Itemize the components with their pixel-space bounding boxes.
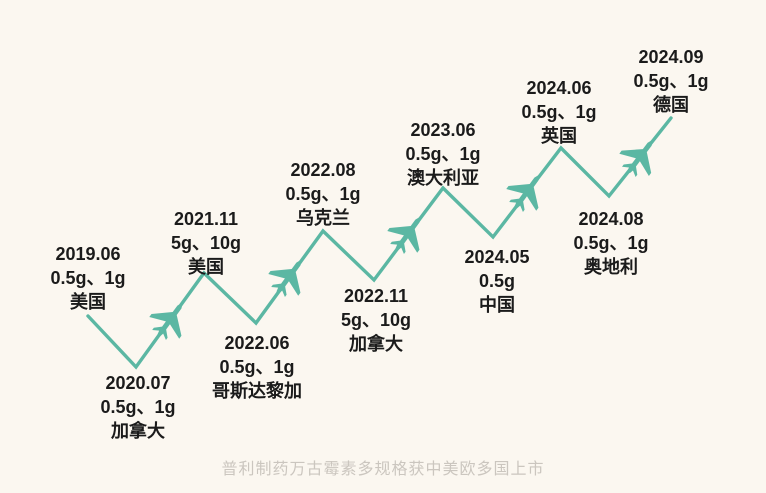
milestone-country: 美国 — [70, 292, 106, 312]
milestone-label: 2024.09 0.5g、1g 德国 — [633, 45, 708, 117]
milestone-date: 2019.06 — [55, 244, 121, 264]
milestone-country: 中国 — [478, 295, 515, 315]
milestone-label: 2024.05 0.5g 中国 — [464, 245, 529, 317]
milestone-spec: 0.5g、1g — [285, 184, 361, 204]
milestone-label: 2022.08 0.5g、1g 乌克兰 — [285, 158, 360, 230]
milestone-spec: 5g、10g — [340, 310, 412, 330]
milestone-spec: 5g、10g — [170, 233, 242, 253]
milestone-label: 2024.06 0.5g、1g 英国 — [521, 76, 596, 148]
milestone-country: 加拿大 — [349, 334, 403, 354]
milestone-date: 2021.11 — [173, 209, 239, 229]
milestone-spec: 0.5g、1g — [633, 71, 709, 91]
milestone-country: 澳大利亚 — [407, 168, 479, 188]
milestone-country: 德国 — [653, 95, 689, 115]
milestone-spec: 0.5g、1g — [573, 233, 649, 253]
milestone-date: 2024.06 — [526, 78, 592, 98]
milestone-date: 2024.05 — [464, 247, 530, 267]
milestone-date: 2024.08 — [578, 209, 644, 229]
airplane-icon — [500, 163, 555, 219]
milestone-date: 2022.06 — [224, 333, 290, 353]
milestone-country: 哥斯达黎加 — [212, 381, 302, 401]
airplane-icon — [381, 205, 436, 261]
milestone-label: 2024.08 0.5g、1g 奥地利 — [573, 207, 648, 279]
milestone-country: 奥地利 — [584, 257, 638, 277]
milestone-label: 2022.11 5g、10g 加拿大 — [341, 284, 411, 356]
milestone-label: 2020.07 0.5g、1g 加拿大 — [100, 371, 175, 443]
milestone-spec: 0.5g、1g — [219, 357, 295, 377]
milestone-date: 2024.09 — [638, 47, 704, 67]
milestone-country: 加拿大 — [111, 421, 165, 441]
milestone-date: 2023.06 — [410, 120, 476, 140]
airplane-icon — [262, 248, 317, 304]
milestone-spec: 0.5g、1g — [521, 102, 597, 122]
airplane-icon — [613, 128, 669, 184]
milestone-date: 2020.07 — [105, 373, 171, 393]
airplane-icon — [143, 291, 198, 347]
milestone-country: 美国 — [188, 257, 224, 277]
milestone-spec: 0.5g、1g — [50, 268, 126, 288]
milestone-date: 2022.08 — [290, 160, 356, 180]
milestone-label: 2023.06 0.5g、1g 澳大利亚 — [405, 118, 480, 190]
milestone-country: 乌克兰 — [296, 208, 350, 228]
milestone-spec: 0.5g、1g — [405, 144, 481, 164]
chart-caption: 普利制药万古霉素多规格获中美欧多国上市 — [221, 461, 545, 478]
milestone-date: 2022.11 — [343, 286, 409, 306]
milestone-spec: 0.5g、1g — [100, 397, 176, 417]
milestone-label: 2019.06 0.5g、1g 美国 — [50, 242, 125, 314]
milestone-label: 2021.11 5g、10g 美国 — [171, 207, 241, 279]
milestone-country: 英国 — [541, 126, 577, 146]
milestone-spec: 0.5g — [478, 271, 516, 291]
milestone-label: 2022.06 0.5g、1g 哥斯达黎加 — [212, 331, 302, 403]
